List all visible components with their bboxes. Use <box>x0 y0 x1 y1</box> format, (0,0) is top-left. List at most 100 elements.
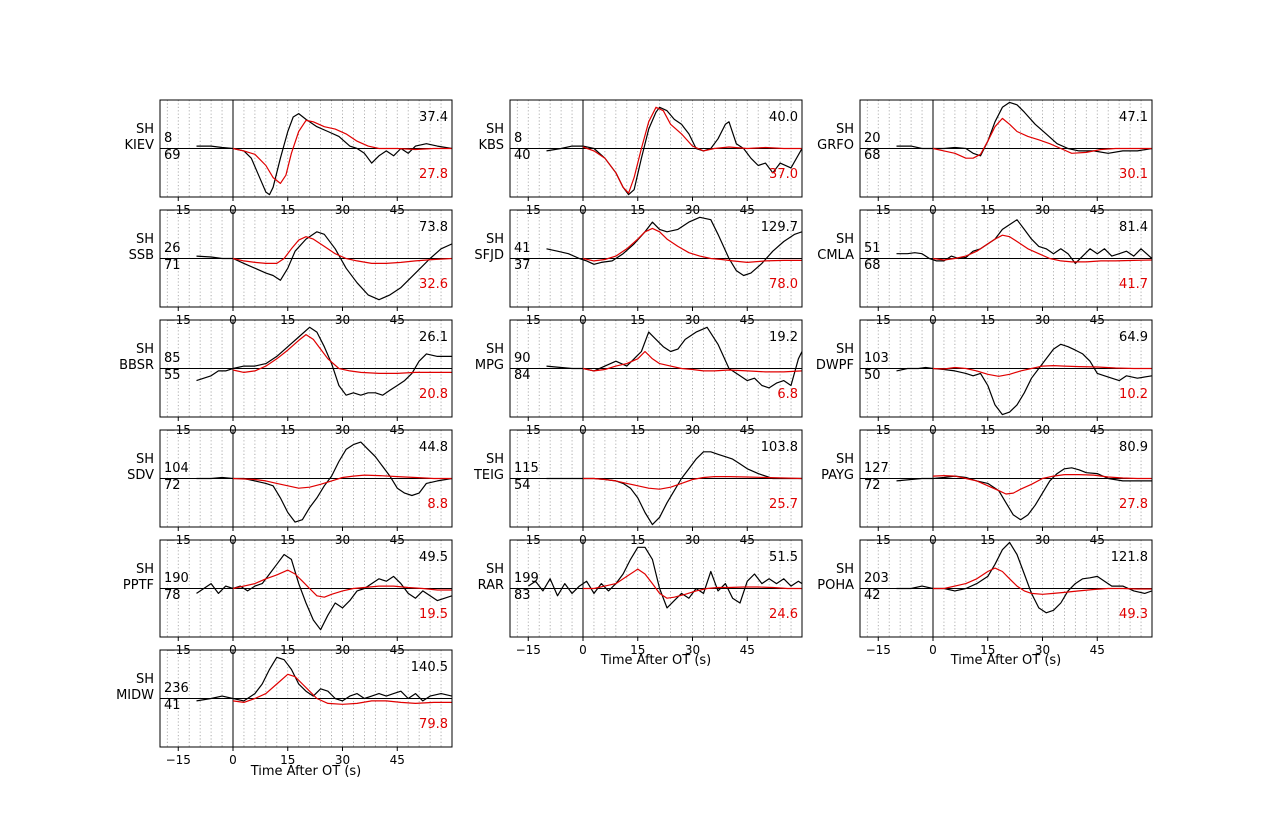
azimuth-label: 8 <box>514 131 522 146</box>
distance-label: 78 <box>164 588 181 603</box>
panel-frame <box>509 539 803 638</box>
panel-frame <box>159 99 453 198</box>
observed-trace <box>196 656 452 702</box>
panel-frame <box>859 319 1153 418</box>
station-label: MPG <box>475 358 504 373</box>
waveform-panels: −150153045SHKIEV86937.427.8−150153045SHK… <box>116 99 1153 767</box>
observed-trace <box>546 216 802 277</box>
panel-kiev: −150153045SHKIEV86937.427.8 <box>125 99 453 217</box>
azimuth-label: 26 <box>164 241 181 256</box>
panel-sfjd: −150153045SHSFJD4137129.778.0 <box>474 209 803 327</box>
synthetic-amplitude-label: 19.5 <box>419 607 448 622</box>
azimuth-label: 203 <box>864 571 889 586</box>
synthetic-trace <box>583 568 802 599</box>
observed-amplitude-label: 73.8 <box>419 220 448 235</box>
observed-amplitude-label: 121.8 <box>1111 550 1148 565</box>
synthetic-amplitude-label: 8.8 <box>427 497 448 512</box>
azimuth-label: 51 <box>864 241 881 256</box>
distance-label: 68 <box>864 258 881 273</box>
synthetic-amplitude-label: 79.8 <box>419 717 448 732</box>
component-label: SH <box>486 232 504 247</box>
panel-ssb: −150153045SHSSB267173.832.6 <box>129 209 453 327</box>
synthetic-trace <box>232 334 452 374</box>
observed-amplitude-label: 81.4 <box>1119 220 1148 235</box>
observed-amplitude-label: 37.4 <box>419 110 448 125</box>
observed-amplitude-label: 44.8 <box>419 440 448 455</box>
azimuth-label: 20 <box>864 131 881 146</box>
station-label: PAYG <box>821 468 854 483</box>
panel-frame <box>859 539 1153 638</box>
azimuth-label: 127 <box>864 461 889 476</box>
station-label: KBS <box>479 138 504 153</box>
observed-trace <box>896 343 1152 416</box>
station-label: SFJD <box>474 248 504 263</box>
station-label: POHA <box>817 578 854 593</box>
panel-mpg: −150153045SHMPG908419.26.8 <box>475 319 803 437</box>
observed-amplitude-label: 49.5 <box>419 550 448 565</box>
observed-amplitude-label: 103.8 <box>761 440 798 455</box>
station-label: GRFO <box>817 138 854 153</box>
azimuth-label: 41 <box>514 241 531 256</box>
observed-amplitude-label: 47.1 <box>1119 110 1148 125</box>
panel-frame <box>509 319 803 418</box>
synthetic-trace <box>932 365 1152 377</box>
synthetic-amplitude-label: 25.7 <box>769 497 798 512</box>
azimuth-label: 103 <box>864 351 889 366</box>
station-label: DWPF <box>816 358 854 373</box>
panel-frame <box>159 539 453 638</box>
synthetic-amplitude-label: 10.2 <box>1119 387 1148 402</box>
distance-label: 83 <box>514 588 531 603</box>
component-label: SH <box>136 122 154 137</box>
synthetic-amplitude-label: 37.0 <box>769 167 798 182</box>
synthetic-amplitude-label: 27.8 <box>419 167 448 182</box>
distance-label: 69 <box>164 148 181 163</box>
x-tick-label: 15 <box>280 753 295 767</box>
synthetic-amplitude-label: 49.3 <box>1119 607 1148 622</box>
distance-label: 54 <box>514 478 531 493</box>
azimuth-label: 115 <box>514 461 539 476</box>
panel-dwpf: −150153045SHDWPF1035064.910.2 <box>816 319 1153 437</box>
distance-label: 42 <box>864 588 881 603</box>
observed-amplitude-label: 140.5 <box>411 660 448 675</box>
x-axis-label-col1: Time After OT (s) <box>250 764 362 779</box>
azimuth-label: 8 <box>164 131 172 146</box>
x-axis-label-col3: Time After OT (s) <box>950 653 1062 668</box>
synthetic-amplitude-label: 78.0 <box>769 277 798 292</box>
panel-frame <box>159 649 453 748</box>
x-tick-label: −15 <box>866 643 891 657</box>
panel-frame <box>159 429 453 528</box>
observed-trace <box>196 231 452 301</box>
observed-trace <box>896 101 1152 157</box>
synthetic-trace <box>933 567 1152 595</box>
x-tick-label: −15 <box>516 643 541 657</box>
component-label: SH <box>486 342 504 357</box>
station-label: CMLA <box>817 248 854 263</box>
azimuth-label: 236 <box>164 681 189 696</box>
observed-trace <box>546 451 802 526</box>
x-tick-label: 30 <box>335 753 350 767</box>
station-label: SDV <box>127 468 154 483</box>
x-axis-label-col2: Time After OT (s) <box>600 653 712 668</box>
panel-frame <box>859 429 1153 528</box>
observed-trace <box>546 106 802 196</box>
observed-amplitude-label: 19.2 <box>769 330 798 345</box>
panel-frame <box>859 99 1153 198</box>
component-label: SH <box>486 562 504 577</box>
x-tick-label: −15 <box>166 753 191 767</box>
component-label: SH <box>836 452 854 467</box>
panel-pptf: −150153045SHPPTF1907849.519.5 <box>123 539 453 657</box>
observed-trace <box>546 326 802 389</box>
station-label: TEIG <box>473 468 504 483</box>
azimuth-label: 90 <box>514 351 531 366</box>
x-tick-label: 0 <box>579 643 587 657</box>
observed-trace <box>896 219 1152 264</box>
component-label: SH <box>136 342 154 357</box>
distance-label: 68 <box>864 148 881 163</box>
component-label: SH <box>836 562 854 577</box>
observed-amplitude-label: 129.7 <box>761 220 798 235</box>
component-label: SH <box>136 562 154 577</box>
component-label: SH <box>486 122 504 137</box>
panel-cmla: −150153045SHCMLA516881.441.7 <box>817 209 1153 327</box>
panel-bbsr: −150153045SHBBSR855526.120.8 <box>119 319 453 437</box>
